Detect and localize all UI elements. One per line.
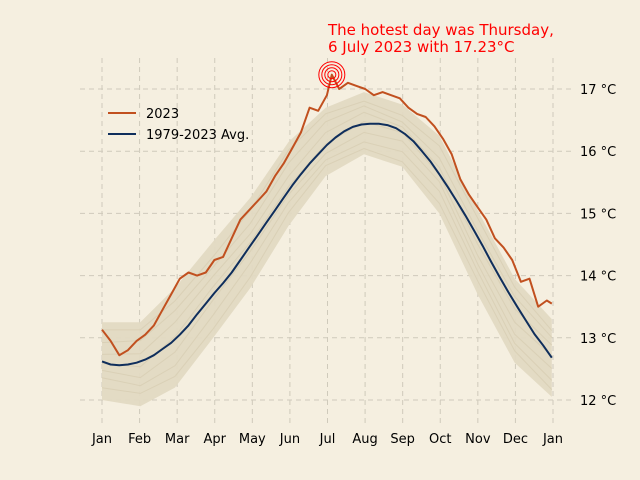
history-year-line-3 xyxy=(101,131,553,379)
legend: 2023 1979-2023 Avg. xyxy=(108,107,249,143)
history-year-line-4 xyxy=(101,121,553,368)
x-tick-label-mar-2: Mar xyxy=(165,432,190,447)
hottest-day-ring-3 xyxy=(321,64,343,86)
hottest-day-ring-2 xyxy=(324,67,340,83)
x-axis-ticks: Jan Feb Mar Apr May Jun Jul Aug Sep Oct Nov Dec Jan xyxy=(91,432,563,447)
x-tick-label-aug-7: Aug xyxy=(352,432,377,447)
x-tick-label-oct-9: Oct xyxy=(429,432,451,447)
hottest-day-ring-1 xyxy=(327,70,337,80)
x-tick-label-apr-3: Apr xyxy=(204,432,227,447)
hottest-day-ring-4 xyxy=(318,61,346,89)
history-band xyxy=(101,92,553,407)
x-tick-label-sep-8: Sep xyxy=(390,432,415,447)
x-tick-label-jul-6: Jul xyxy=(319,432,336,447)
history-year-line-2 xyxy=(101,141,553,387)
history-year-line-7 xyxy=(102,100,553,331)
history-year-line-6 xyxy=(101,105,553,344)
y-tick-label-12: 12 °C xyxy=(580,394,616,409)
x-tick-label-feb-1: Feb xyxy=(128,432,151,447)
hottest-day-marker xyxy=(318,61,346,89)
series-lines xyxy=(101,73,553,367)
series-line-1979-2023-avg xyxy=(101,122,553,367)
x-tick-label-jan-0: Jan xyxy=(91,432,112,447)
y-axis-ticks: 12 °C 13 °C 14 °C 15 °C 16 °C 17 °C xyxy=(580,83,616,409)
history-year-line-5 xyxy=(101,111,553,355)
x-tick-label-nov-10: Nov xyxy=(465,432,491,447)
y-tick-label-14: 14 °C xyxy=(580,270,616,285)
legend-label-2023: 2023 xyxy=(146,107,179,122)
y-tick-label-16: 16 °C xyxy=(580,145,616,160)
x-tick-label-dec-11: Dec xyxy=(503,432,528,447)
x-tick-label-jun-5: Jun xyxy=(279,432,300,447)
x-tick-label-may-4: May xyxy=(239,432,266,447)
history-year-line-1 xyxy=(101,147,553,394)
annotation-line-1: The hotest day was Thursday, xyxy=(327,21,554,39)
x-tick-label-jan-12: Jan xyxy=(542,432,563,447)
y-tick-label-13: 13 °C xyxy=(580,332,616,347)
series-line-2023 xyxy=(101,73,553,357)
annotation-line-2: 6 July 2023 with 17.23°C xyxy=(328,38,515,56)
y-tick-label-17: 17 °C xyxy=(580,83,616,98)
y-tick-label-15: 15 °C xyxy=(580,207,616,222)
legend-label-avg: 1979-2023 Avg. xyxy=(146,128,249,143)
